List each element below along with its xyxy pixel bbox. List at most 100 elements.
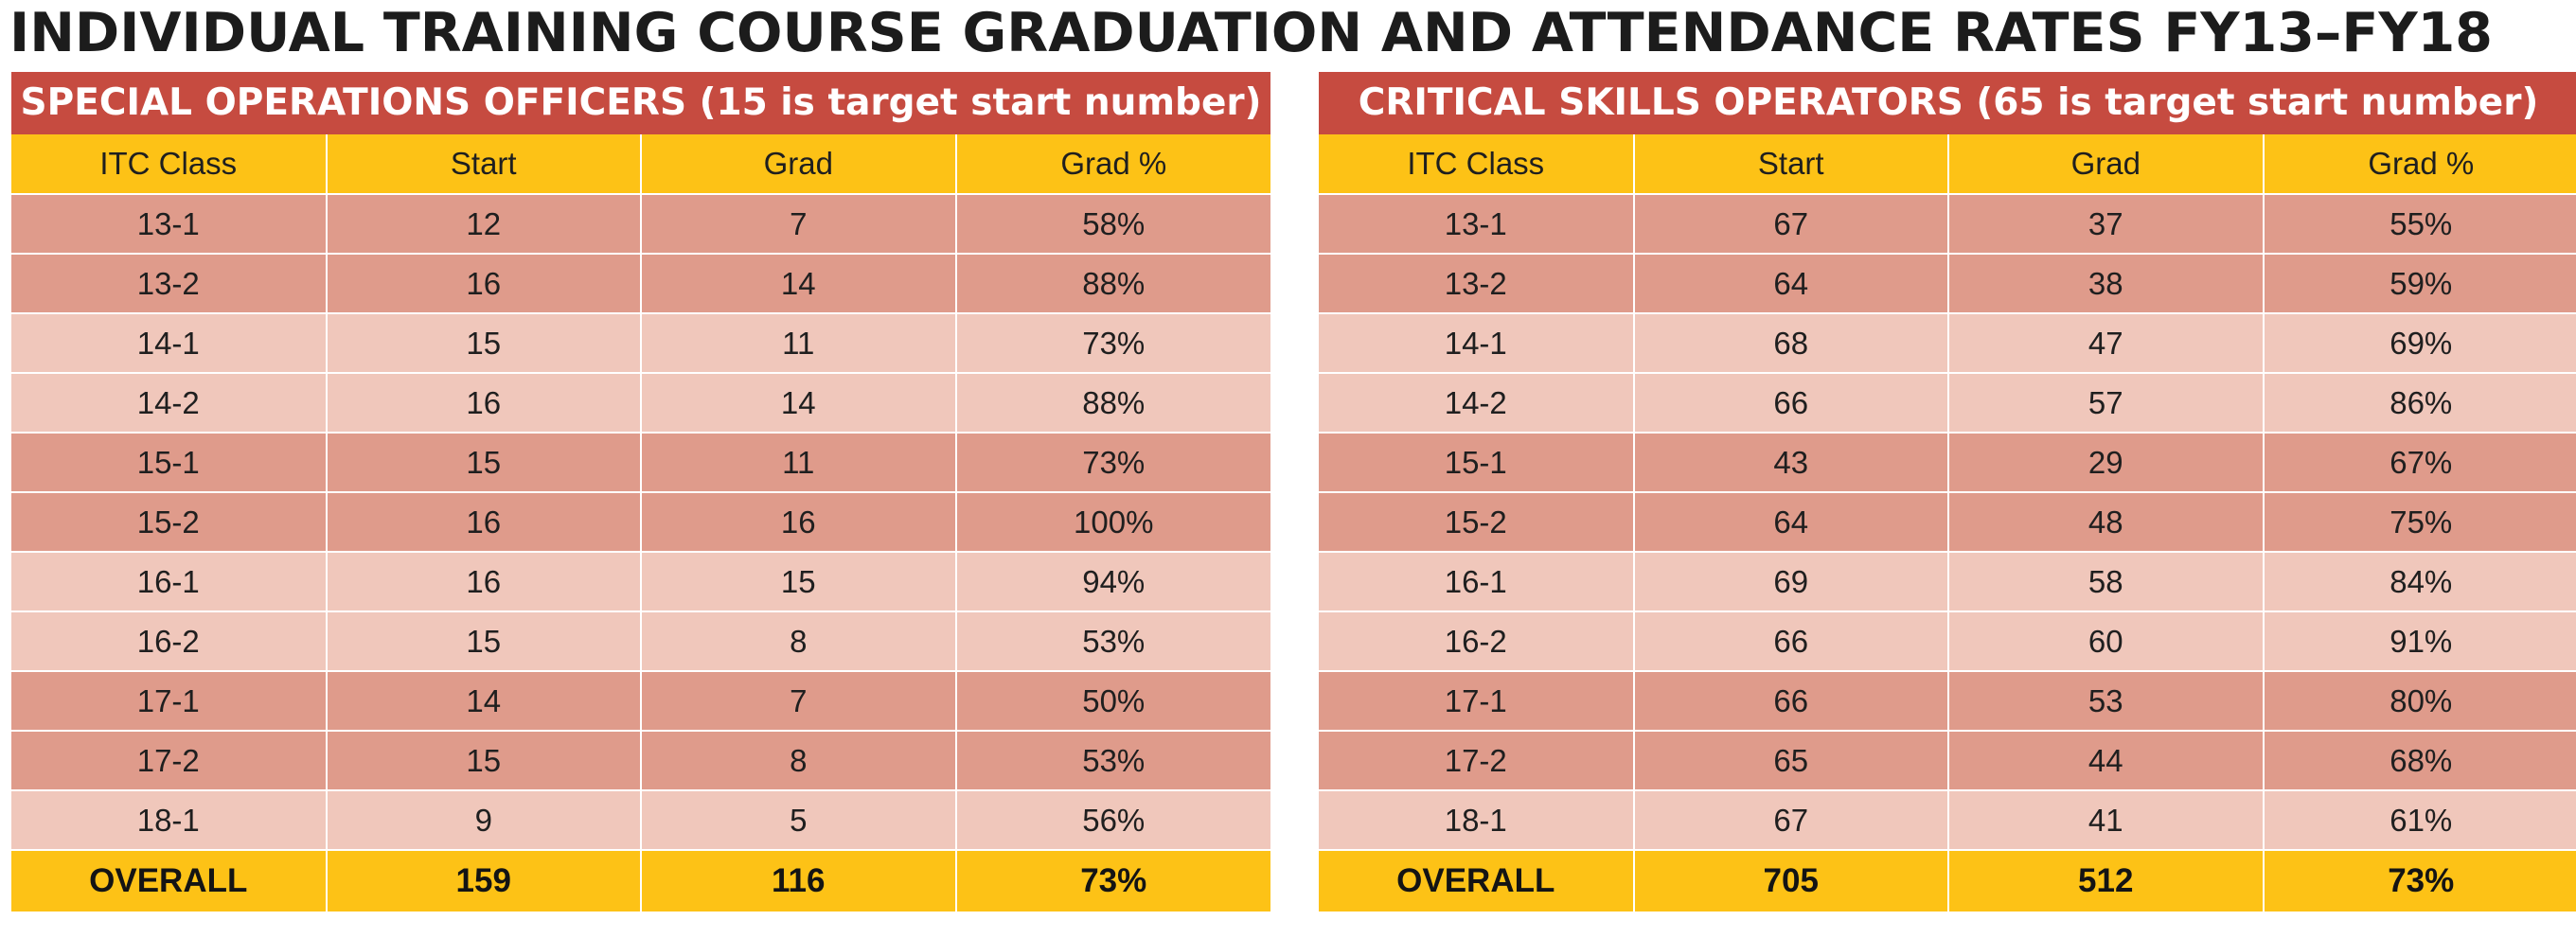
cell-grad: 8 (640, 611, 957, 672)
cell-itc-class: 16-2 (11, 611, 328, 672)
cell-itc-class: 15-1 (11, 433, 328, 493)
officers-table-body: 13-1 12 7 58% 13-2 16 14 88% 14-1 15 11 73% 14-2 16 14… (11, 194, 1270, 851)
operators-table-body: 13-1 67 37 55% 13-2 64 38 59% 14-1 68 47 69% 14-2 66 5… (1319, 194, 2576, 851)
overall-row: OVERALL 159 116 73% (11, 850, 1270, 911)
cell-grad-pct: 73% (954, 313, 1270, 374)
table-row: 15-1 43 29 67% (1319, 433, 2576, 493)
table-row: 15-2 16 16 100% (11, 492, 1270, 553)
cell-grad: 11 (640, 433, 957, 493)
cell-itc-class: 13-2 (1319, 254, 1635, 314)
cell-grad: 37 (1947, 194, 2265, 255)
cell-grad: 60 (1947, 611, 2265, 672)
cell-grad: 44 (1947, 731, 2265, 791)
cell-grad: 8 (640, 731, 957, 791)
overall-label: OVERALL (1319, 850, 1635, 911)
overall-grad: 512 (1947, 850, 2265, 911)
overall-row: OVERALL 705 512 73% (1319, 850, 2576, 911)
cell-itc-class: 13-2 (11, 254, 328, 314)
column-header-itc-class: ITC Class (11, 134, 328, 195)
cell-grad-pct: 59% (2262, 254, 2576, 314)
cell-grad-pct: 50% (954, 671, 1270, 732)
overall-label: OVERALL (11, 850, 328, 911)
column-header-row: ITC Class Start Grad Grad % (11, 134, 1270, 195)
cell-grad: 41 (1947, 790, 2265, 851)
cell-grad-pct: 94% (954, 552, 1270, 612)
cell-grad-pct: 88% (954, 254, 1270, 314)
overall-grad-pct: 73% (954, 850, 1270, 911)
overall-start: 159 (325, 850, 642, 911)
cell-start: 43 (1632, 433, 1949, 493)
column-header-grad-pct: Grad % (2262, 134, 2576, 195)
cell-grad: 38 (1947, 254, 2265, 314)
cell-grad-pct: 80% (2262, 671, 2576, 732)
cell-itc-class: 14-2 (1319, 373, 1635, 434)
table-row: 16-1 16 15 94% (11, 552, 1270, 612)
cell-grad: 5 (640, 790, 957, 851)
table-row: 14-1 15 11 73% (11, 313, 1270, 374)
cell-itc-class: 17-1 (1319, 671, 1635, 732)
cell-start: 68 (1632, 313, 1949, 374)
cell-grad-pct: 53% (954, 611, 1270, 672)
cell-start: 65 (1632, 731, 1949, 791)
cell-start: 15 (325, 731, 642, 791)
cell-itc-class: 18-1 (11, 790, 328, 851)
cell-grad: 14 (640, 373, 957, 434)
table-row: 16-2 66 60 91% (1319, 611, 2576, 672)
cell-grad-pct: 58% (954, 194, 1270, 255)
cell-itc-class: 17-2 (11, 731, 328, 791)
column-header-start: Start (1632, 134, 1949, 195)
cell-grad: 11 (640, 313, 957, 374)
table-row: 13-2 64 38 59% (1319, 254, 2576, 314)
cell-grad-pct: 68% (2262, 731, 2576, 791)
overall-grad: 116 (640, 850, 957, 911)
cell-itc-class: 17-1 (11, 671, 328, 732)
cell-itc-class: 15-2 (1319, 492, 1635, 553)
cell-start: 66 (1632, 611, 1949, 672)
overall-start: 705 (1632, 850, 1949, 911)
cell-grad-pct: 75% (2262, 492, 2576, 553)
cell-grad-pct: 56% (954, 790, 1270, 851)
column-header-start: Start (325, 134, 642, 195)
table-row: 17-1 14 7 50% (11, 671, 1270, 732)
cell-grad: 16 (640, 492, 957, 553)
cell-itc-class: 15-1 (1319, 433, 1635, 493)
cell-itc-class: 17-2 (1319, 731, 1635, 791)
table-row: 18-1 9 5 56% (11, 790, 1270, 851)
cell-grad: 7 (640, 671, 957, 732)
cell-itc-class: 14-1 (11, 313, 328, 374)
cell-grad-pct: 91% (2262, 611, 2576, 672)
cell-grad-pct: 55% (2262, 194, 2576, 255)
table-row: 13-1 67 37 55% (1319, 194, 2576, 255)
cell-itc-class: 16-1 (11, 552, 328, 612)
table-row: 17-1 66 53 80% (1319, 671, 2576, 732)
column-header-grad: Grad (640, 134, 957, 195)
column-header-itc-class: ITC Class (1319, 134, 1635, 195)
cell-grad-pct: 73% (954, 433, 1270, 493)
operators-table-panel: CRITICAL SKILLS OPERATORS (65 is target … (1319, 72, 2576, 911)
cell-itc-class: 14-1 (1319, 313, 1635, 374)
operators-table: ITC Class Start Grad Grad % 13-1 67 37 55% 1… (1319, 134, 2576, 911)
cell-itc-class: 15-2 (11, 492, 328, 553)
cell-start: 16 (325, 254, 642, 314)
table-row: 16-1 69 58 84% (1319, 552, 2576, 612)
cell-grad-pct: 67% (2262, 433, 2576, 493)
cell-start: 66 (1632, 671, 1949, 732)
cell-grad: 47 (1947, 313, 2265, 374)
cell-grad: 57 (1947, 373, 2265, 434)
overall-grad-pct: 73% (2262, 850, 2576, 911)
table-row: 15-2 64 48 75% (1319, 492, 2576, 553)
officers-table-title: SPECIAL OPERATIONS OFFICERS (15 is targe… (11, 72, 1270, 134)
cell-grad-pct: 84% (2262, 552, 2576, 612)
cell-itc-class: 16-1 (1319, 552, 1635, 612)
table-row: 18-1 67 41 61% (1319, 790, 2576, 851)
table-row: 14-2 66 57 86% (1319, 373, 2576, 434)
cell-grad-pct: 100% (954, 492, 1270, 553)
cell-itc-class: 14-2 (11, 373, 328, 434)
table-row: 17-2 65 44 68% (1319, 731, 2576, 791)
cell-start: 69 (1632, 552, 1949, 612)
cell-start: 15 (325, 313, 642, 374)
table-row: 14-2 16 14 88% (11, 373, 1270, 434)
table-row: 13-2 16 14 88% (11, 254, 1270, 314)
cell-start: 12 (325, 194, 642, 255)
cell-start: 67 (1632, 194, 1949, 255)
